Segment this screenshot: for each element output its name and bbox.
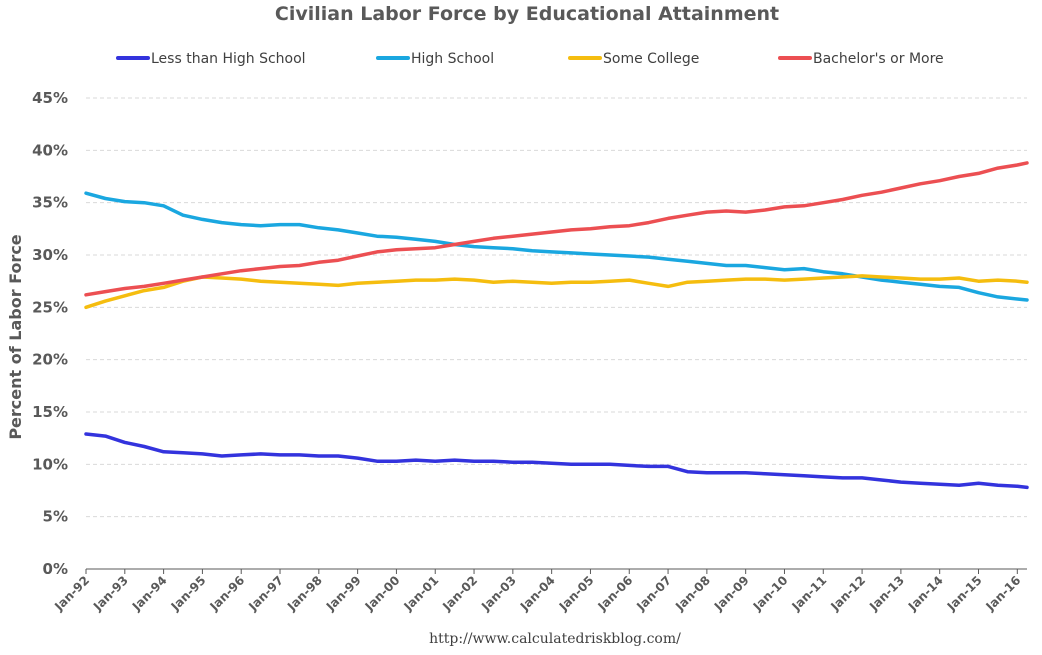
y-tick-label: 15%	[32, 403, 68, 421]
x-tick-label: Jan-99	[323, 573, 364, 614]
legend-label: Some College	[603, 51, 699, 67]
x-tick-label: Jan-93	[90, 573, 131, 614]
legend-label: High School	[411, 51, 494, 67]
x-tick-label: Jan-16	[983, 573, 1024, 614]
series-lines	[84, 161, 1029, 490]
x-tick-label: Jan-96	[206, 573, 247, 614]
y-tick-label: 10%	[32, 455, 68, 473]
x-tick-label: Jan-08	[672, 573, 713, 614]
y-tick-label: 0%	[43, 560, 68, 578]
series-line	[84, 274, 1029, 310]
y-axis-label: Percent of Labor Force	[6, 234, 25, 439]
x-tick-label: Jan-98	[284, 573, 325, 614]
source-url: http://www.calculatedriskblog.com/	[429, 631, 681, 647]
x-tick-label: Jan-15	[944, 573, 985, 614]
x-tick-label: Jan-95	[168, 573, 209, 614]
chart-title: Civilian Labor Force by Educational Atta…	[275, 3, 779, 25]
x-tick-label: Jan-06	[595, 573, 636, 614]
y-tick-label: 25%	[32, 298, 68, 316]
y-tick-label: 30%	[32, 246, 68, 264]
legend-label: Less than High School	[151, 51, 306, 67]
x-tick-label: Jan-97	[245, 573, 286, 614]
x-tick-label: Jan-01	[400, 573, 441, 614]
x-tick-label: Jan-11	[789, 573, 830, 614]
gridlines	[86, 97, 1027, 518]
x-tick-label: Jan-09	[711, 573, 752, 614]
y-tick-label: 20%	[32, 351, 68, 369]
x-tick-label: Jan-92	[51, 573, 92, 614]
x-tick-label: Jan-05	[556, 573, 597, 614]
x-tick-label: Jan-10	[750, 573, 791, 614]
series-line	[84, 432, 1029, 490]
series-line	[84, 191, 1029, 302]
legend-label: Bachelor's or More	[813, 51, 944, 67]
x-axis-ticks: Jan-92Jan-93Jan-94Jan-95Jan-96Jan-97Jan-…	[51, 569, 1023, 614]
legend: Less than High School High School Some Col…	[116, 51, 944, 67]
x-tick-label: Jan-13	[866, 573, 907, 614]
series-line	[84, 161, 1029, 297]
y-tick-label: 35%	[32, 194, 68, 212]
x-tick-label: Jan-07	[633, 573, 674, 614]
x-tick-label: Jan-04	[517, 573, 558, 614]
x-tick-label: Jan-00	[362, 573, 403, 614]
y-tick-label: 40%	[32, 141, 68, 159]
x-tick-label: Jan-12	[827, 573, 868, 614]
x-tick-label: Jan-02	[439, 573, 480, 614]
y-tick-label: 45%	[32, 89, 68, 107]
y-tick-label: 5%	[43, 508, 68, 526]
x-tick-label: Jan-03	[478, 573, 519, 614]
x-tick-label: Jan-94	[129, 573, 170, 614]
x-tick-label: Jan-14	[905, 573, 946, 614]
y-axis-ticks: 0% 5% 10% 15% 20% 25% 30% 35% 40% 45%	[32, 89, 68, 578]
